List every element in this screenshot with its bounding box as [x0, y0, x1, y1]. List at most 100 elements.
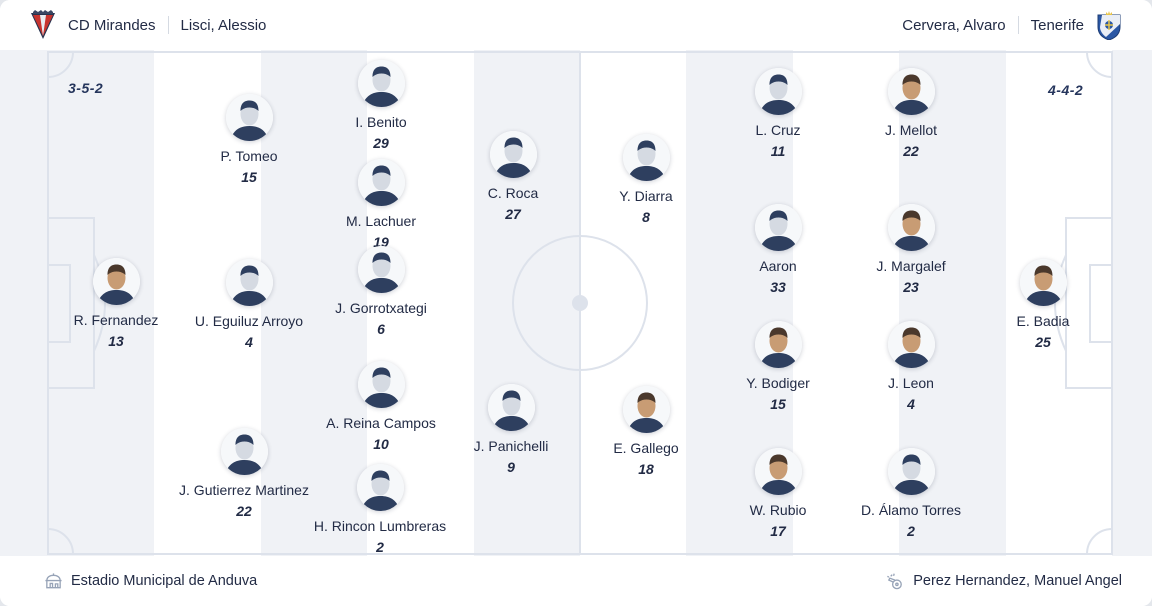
away-manager-name[interactable]: Cervera, Alvaro [902, 16, 1006, 34]
player-avatar [225, 259, 273, 306]
player-chip[interactable]: H. Rincon Lumbreras 2 [270, 464, 490, 555]
player-avatar [1019, 259, 1067, 306]
player-photo [225, 259, 273, 306]
player-photo [887, 321, 935, 368]
player-photo [357, 246, 405, 293]
player-photo [754, 448, 802, 495]
mirandes-crest-icon [31, 10, 55, 39]
player-avatar [357, 246, 405, 293]
player-number: 6 [377, 321, 385, 337]
player-number: 23 [903, 279, 919, 295]
player-photo [357, 361, 405, 408]
player-name: J. Mellot [884, 122, 938, 138]
player-photo [225, 94, 273, 141]
home-team-header[interactable]: CD Mirandes Lisci, Alessio [30, 10, 266, 40]
player-photo [1019, 259, 1067, 306]
away-team-name[interactable]: Tenerife [1030, 16, 1084, 34]
player-photo [754, 204, 802, 251]
player-name: E. Gallego [613, 440, 679, 456]
player-number: 22 [236, 503, 252, 519]
player-name: Y. Diarra [619, 188, 673, 204]
player-name: I. Benito [355, 114, 407, 130]
player-number: 18 [638, 461, 654, 477]
player-name: C. Roca [487, 185, 539, 201]
player-photo [622, 386, 670, 433]
managers-header: CD Mirandes Lisci, Alessio Cervera, Alva… [0, 0, 1152, 50]
player-chip[interactable]: J. Gorrotxategi 6 [271, 246, 491, 337]
player-avatar [489, 131, 537, 178]
player-photo [487, 384, 535, 431]
player-avatar [622, 386, 670, 433]
stadium-icon [45, 572, 62, 588]
player-photo [887, 68, 935, 115]
match-info-footer: Estadio Municipal de Anduva Perez Hernan… [0, 556, 1152, 606]
player-avatar [887, 448, 935, 495]
player-avatar [357, 60, 405, 107]
player-number: 25 [1035, 334, 1051, 350]
player-photo [887, 204, 935, 251]
player-number: 15 [241, 169, 257, 185]
player-number: 10 [373, 436, 389, 452]
player-number: 9 [507, 459, 515, 475]
player-avatar [887, 68, 935, 115]
whistle-icon [887, 573, 903, 589]
player-photo [754, 321, 802, 368]
player-name: J. Gorrotxategi [335, 300, 427, 316]
player-photo [622, 134, 670, 181]
home-manager-name[interactable]: Lisci, Alessio [180, 16, 267, 34]
player-photo [357, 159, 405, 206]
player-avatar [225, 94, 273, 141]
player-photo [887, 448, 935, 495]
player-number: 11 [770, 143, 786, 159]
player-photo [357, 60, 405, 107]
player-number: 4 [907, 396, 915, 412]
venue-name: Estadio Municipal de Anduva [71, 573, 258, 589]
player-number: 17 [770, 523, 786, 539]
home-formation-label: 3-5-2 [68, 80, 104, 96]
referee-name: Perez Hernandez, Manuel Angel [913, 573, 1122, 589]
player-avatar [754, 204, 802, 251]
player-name: Aaron [759, 258, 797, 274]
player-photo [754, 68, 802, 115]
player-avatar [887, 204, 935, 251]
player-name: W. Rubio [749, 502, 807, 518]
player-name: P. Tomeo [220, 148, 278, 164]
player-avatar [357, 361, 405, 408]
away-formation-label: 4-4-2 [1048, 82, 1084, 98]
header-divider [167, 16, 169, 34]
referee-info: Perez Hernandez, Manuel Angel [886, 572, 1122, 591]
player-chip[interactable]: E. Gallego 18 [536, 386, 756, 477]
player-avatar [887, 321, 935, 368]
player-photo [356, 464, 404, 511]
player-number: 4 [245, 334, 253, 350]
player-name: H. Rincon Lumbreras [313, 518, 447, 534]
player-name: E. Badia [1016, 313, 1070, 329]
player-avatar [754, 448, 802, 495]
player-number: 27 [505, 206, 521, 222]
player-chip[interactable]: Y. Diarra 8 [536, 134, 756, 225]
player-avatar [357, 159, 405, 206]
player-avatar [92, 258, 140, 305]
player-name: J. Leon [888, 375, 934, 391]
football-pitch: 3-5-2 4-4-2 R. Fernandez 13 P. Tomeo 15 … [0, 50, 1152, 556]
player-photo [489, 131, 537, 178]
player-number: 22 [903, 143, 919, 159]
away-team-header[interactable]: Cervera, Alvaro Tenerife [902, 10, 1122, 40]
venue-info: Estadio Municipal de Anduva [44, 572, 257, 591]
player-avatar [622, 134, 670, 181]
player-number: 33 [770, 279, 786, 295]
player-number: 13 [108, 333, 124, 349]
player-number: 15 [770, 396, 786, 412]
player-avatar [356, 464, 404, 511]
player-number: 8 [642, 209, 650, 225]
header-divider [1017, 16, 1019, 34]
player-avatar [487, 384, 535, 431]
player-number: 2 [376, 539, 384, 555]
player-number: 29 [373, 135, 389, 151]
player-avatar [220, 428, 268, 475]
tenerife-crest-icon [1097, 11, 1121, 40]
player-photo [220, 428, 268, 475]
home-team-name[interactable]: CD Mirandes [68, 16, 156, 34]
player-number: 2 [907, 523, 915, 539]
